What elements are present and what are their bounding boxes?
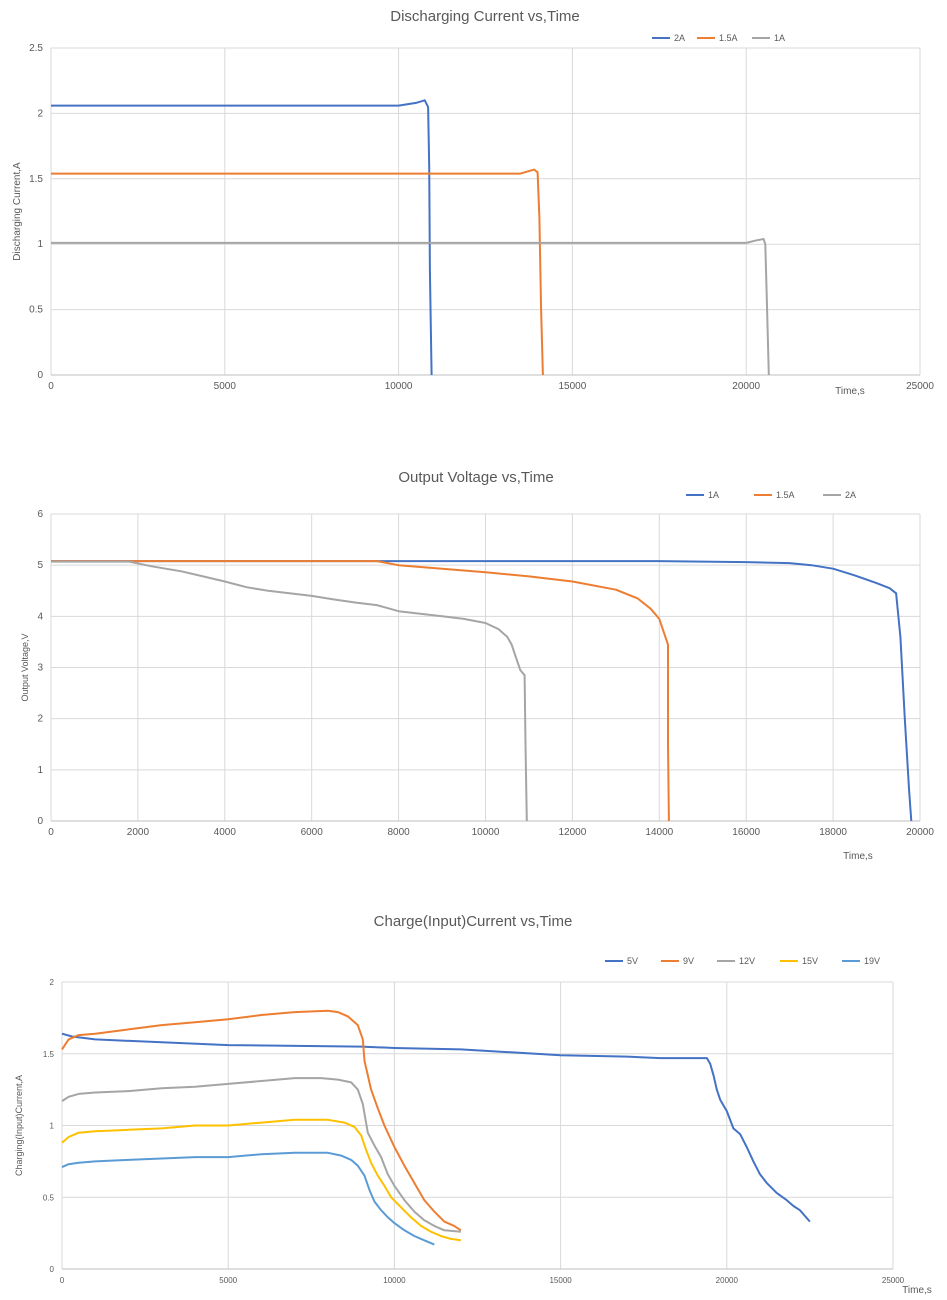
series-line-2a: [51, 99, 433, 376]
x-tick-label: 10000: [472, 827, 500, 838]
chart-title: Discharging Current vs,Time: [390, 8, 580, 25]
x-tick-label: 14000: [645, 827, 673, 838]
x-tick-label: 25000: [906, 381, 934, 392]
y-tick-label: 1: [50, 1122, 55, 1131]
x-tick-label: 25000: [882, 1276, 905, 1285]
series-line-1a: [51, 560, 913, 822]
x-tick-label: 18000: [819, 827, 847, 838]
x-tick-label: 0: [48, 827, 54, 838]
y-tick-label: 0.5: [43, 1193, 55, 1202]
x-tick-label: 6000: [301, 827, 324, 838]
series-line-5v: [61, 1032, 811, 1223]
series-line-19v: [61, 1151, 435, 1246]
y-tick-label: 6: [37, 509, 43, 520]
y-tick-label: 2: [37, 714, 43, 725]
series-line-2a: [51, 560, 528, 822]
legend-label: 1.5A: [719, 33, 738, 43]
x-tick-label: 10000: [383, 1276, 406, 1285]
y-tick-label: 1: [37, 239, 43, 250]
y-axis-label: Discharging Current,A: [12, 162, 23, 261]
y-tick-label: 2: [37, 108, 43, 119]
y-tick-label: 1: [37, 765, 43, 776]
output-voltage-chart: Output Voltage vs,Time 0 1 2 3 4 5 6 0 2000 4000 60…: [0, 460, 947, 880]
y-axis-label: Charging(Input)Current,A: [14, 1075, 24, 1176]
series-line-1a: [51, 238, 770, 376]
x-tick-label: 10000: [385, 381, 413, 392]
legend-label: 15V: [802, 956, 818, 966]
y-tick-label: 0.5: [29, 305, 43, 316]
y-tick-label: 1.5: [29, 174, 43, 185]
x-tick-label: 2000: [127, 827, 150, 838]
series-line-1-5a: [51, 168, 544, 376]
legend-label: 12V: [739, 956, 755, 966]
y-tick-label: 2.5: [29, 43, 43, 54]
x-tick-label: 5000: [214, 381, 237, 392]
output-voltage-svg: Output Voltage vs,Time 0 1 2 3 4 5 6 0 2000 4000 60…: [20, 469, 934, 862]
x-tick-label: 16000: [732, 827, 760, 838]
discharging-current-svg: Discharging Current vs,Time 0 0.5 1 1.5 2 2.5 0…: [12, 8, 934, 397]
x-tick-label: 5000: [219, 1276, 237, 1285]
x-tick-label: 15000: [549, 1276, 572, 1285]
series-line-12v: [61, 1077, 461, 1233]
y-tick-label: 5: [37, 560, 43, 571]
x-tick-label: 0: [48, 381, 54, 392]
y-tick-label: 3: [37, 663, 43, 674]
legend-label: 9V: [683, 956, 694, 966]
y-axis-label: Output Voltage,V: [20, 633, 30, 701]
x-tick-label: 20000: [732, 381, 760, 392]
x-tick-label: 12000: [558, 827, 586, 838]
series-line-15v: [61, 1118, 462, 1242]
x-axis-label: Time,s: [835, 386, 865, 397]
discharging-current-chart: Discharging Current vs,Time 0 0.5 1 1.5 2 2.5 0…: [0, 0, 947, 420]
y-tick-label: 1.5: [43, 1050, 55, 1059]
y-tick-label: 2: [50, 978, 55, 987]
x-tick-label: 15000: [558, 381, 586, 392]
x-tick-label: 4000: [214, 827, 237, 838]
y-tick-label: 0: [50, 1265, 55, 1274]
y-tick-label: 4: [37, 611, 43, 622]
legend-label: 1A: [774, 33, 785, 43]
x-tick-label: 0: [60, 1276, 65, 1285]
legend-label: 2A: [674, 33, 685, 43]
chart-title: Charge(Input)Current vs,Time: [374, 913, 573, 930]
x-tick-label: 20000: [716, 1276, 739, 1285]
charge-input-current-svg: Charge(Input)Current vs,Time 0 0.5 1 1.5 2 0 50…: [14, 913, 932, 1296]
series-line-9v: [61, 1009, 462, 1232]
legend-label: 2A: [845, 490, 856, 500]
legend-label: 1A: [708, 490, 719, 500]
x-axis-label: Time,s: [902, 1285, 932, 1296]
y-tick-label: 0: [37, 370, 43, 381]
y-tick-label: 0: [37, 816, 43, 827]
x-tick-label: 20000: [906, 827, 934, 838]
legend-label: 5V: [627, 956, 638, 966]
series-line-1-5a: [51, 560, 670, 822]
legend-label: 19V: [864, 956, 880, 966]
charge-input-current-chart: Charge(Input)Current vs,Time 0 0.5 1 1.5 2 0 50…: [0, 900, 947, 1300]
x-axis-label: Time,s: [843, 851, 873, 862]
legend-label: 1.5A: [776, 490, 795, 500]
chart-title: Output Voltage vs,Time: [398, 469, 553, 486]
x-tick-label: 8000: [387, 827, 410, 838]
